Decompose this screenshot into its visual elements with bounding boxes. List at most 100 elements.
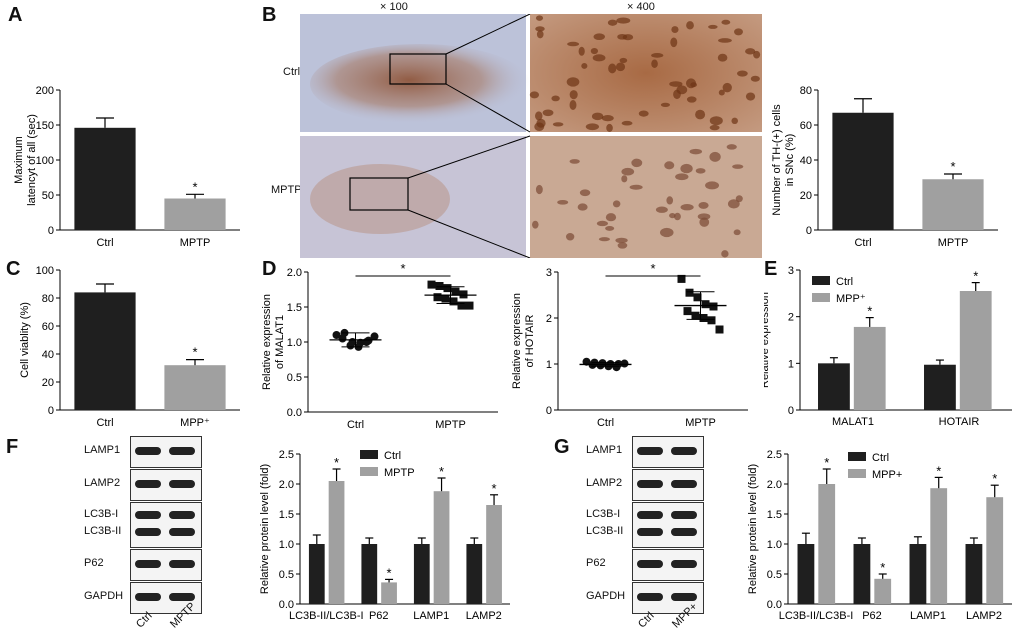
panel-label-b: B — [262, 4, 277, 26]
cell-speck — [532, 220, 539, 229]
cell-speck — [709, 151, 721, 162]
blot-band — [135, 511, 161, 519]
cell-speck — [569, 100, 577, 110]
cell-speck — [666, 196, 674, 205]
cell-speck — [718, 38, 732, 43]
bar — [832, 112, 894, 230]
cell-speck — [593, 33, 605, 41]
cell-speck — [671, 26, 679, 33]
panel-label-g: G — [554, 436, 570, 458]
blot-band — [135, 593, 161, 601]
data-point — [693, 293, 702, 302]
blot-band — [671, 511, 697, 519]
y-axis-title: Maximumlatencyt of all (sec) — [13, 114, 38, 206]
blot-row-label: GAPDH — [84, 590, 124, 602]
bar — [959, 291, 992, 410]
cell-speck — [750, 75, 760, 82]
cell-speck — [596, 220, 609, 227]
legend-label: Ctrl — [384, 450, 401, 462]
data-point — [715, 325, 724, 334]
y-tick-label: 1.5 — [287, 302, 302, 314]
y-axis-title: Number of TH-(+) cellsin SNc (%) — [771, 104, 796, 216]
legend-label: Ctrl — [836, 276, 853, 288]
significance-star: * — [950, 159, 955, 174]
x-tick-label: MPTP — [685, 417, 716, 429]
y-axis-title: Cell viablity (%) — [19, 302, 31, 378]
cell-speck — [651, 59, 658, 69]
panel-label-d: D — [262, 258, 277, 280]
bar — [164, 365, 226, 410]
y-tick-label: 20 — [800, 190, 812, 202]
blot-band — [135, 560, 161, 568]
x-tick-label: LAMP2 — [466, 610, 502, 622]
x-tick-label: HOTAIR — [939, 416, 980, 428]
blot-row-label: LC3B-I — [84, 508, 119, 520]
blot-band — [135, 528, 161, 536]
cell-speck — [606, 123, 613, 132]
significance-star: * — [824, 455, 829, 470]
x-tick-label: Ctrl — [854, 237, 871, 249]
bar — [853, 326, 886, 410]
y-tick-label: 0.5 — [767, 569, 782, 581]
significance-star: * — [439, 464, 444, 479]
legend-swatch — [848, 469, 866, 478]
data-point — [449, 297, 458, 306]
cell-speck — [536, 30, 544, 39]
blot-row-label: LAMP2 — [586, 477, 623, 489]
cell-speck — [567, 41, 580, 47]
legend-label: MPP+ — [872, 469, 902, 481]
y-tick-label: 0 — [48, 405, 54, 417]
zoom-line — [445, 14, 531, 55]
data-point — [612, 363, 621, 372]
blot-band — [169, 593, 195, 601]
cell-speck — [685, 78, 697, 89]
micro-row-mptp: MPTP — [271, 184, 302, 196]
data-point — [709, 302, 718, 311]
y-tick-label: 1.0 — [767, 539, 782, 551]
cell-speck — [605, 226, 615, 231]
cell-speck — [617, 242, 628, 249]
y-tick-label: 1 — [788, 358, 794, 370]
x-tick-label: P62 — [369, 610, 389, 622]
bar — [486, 505, 502, 604]
cell-speck — [557, 199, 569, 205]
data-point — [465, 301, 474, 310]
bar — [797, 544, 815, 604]
data-point — [441, 294, 450, 303]
y-tick-label: 0.0 — [279, 599, 294, 611]
bar — [381, 582, 397, 604]
blot-band — [135, 480, 161, 488]
cell-speck — [577, 203, 588, 211]
y-axis-title: Relative expression — [764, 292, 771, 388]
cell-speck — [622, 34, 634, 41]
legend-swatch — [360, 467, 378, 476]
chart-f-protein: 0.0 0.5 1.0 1.5 2.0 2.5 Relative protein level… — [259, 449, 510, 622]
y-tick-label: 0 — [806, 225, 812, 237]
cell-speck — [534, 122, 545, 132]
blot-band — [637, 528, 663, 536]
y-axis-title: Relative expressionof HOTAIR — [512, 293, 536, 389]
y-tick-label: 80 — [42, 293, 54, 305]
cell-speck — [535, 111, 543, 121]
significance-star: * — [192, 345, 197, 360]
y-axis-title: Relative expressionof MALAT1 — [262, 294, 286, 390]
cell-speck — [745, 92, 756, 101]
y-tick-label: 2.5 — [767, 449, 782, 461]
blot-band — [637, 560, 663, 568]
significance-star: * — [387, 565, 392, 580]
data-point — [685, 288, 694, 297]
cell-speck — [674, 212, 681, 221]
bar — [818, 363, 850, 410]
chart-a-latency: 0 50 100 150 200 Maximumlatencyt of all (sec)… — [13, 85, 240, 249]
cell-speck — [669, 213, 676, 219]
y-tick-label: 0.5 — [279, 569, 294, 581]
cell-speck — [717, 53, 728, 62]
data-point — [699, 314, 708, 322]
blot-band — [637, 593, 663, 601]
cell-speck — [542, 109, 554, 117]
significance-star: * — [334, 455, 339, 470]
legend-label: Ctrl — [872, 452, 889, 464]
micro-row-ctrl: Ctrl — [283, 66, 301, 78]
x-tick-label: LAMP1 — [910, 610, 946, 622]
data-point — [620, 359, 629, 368]
